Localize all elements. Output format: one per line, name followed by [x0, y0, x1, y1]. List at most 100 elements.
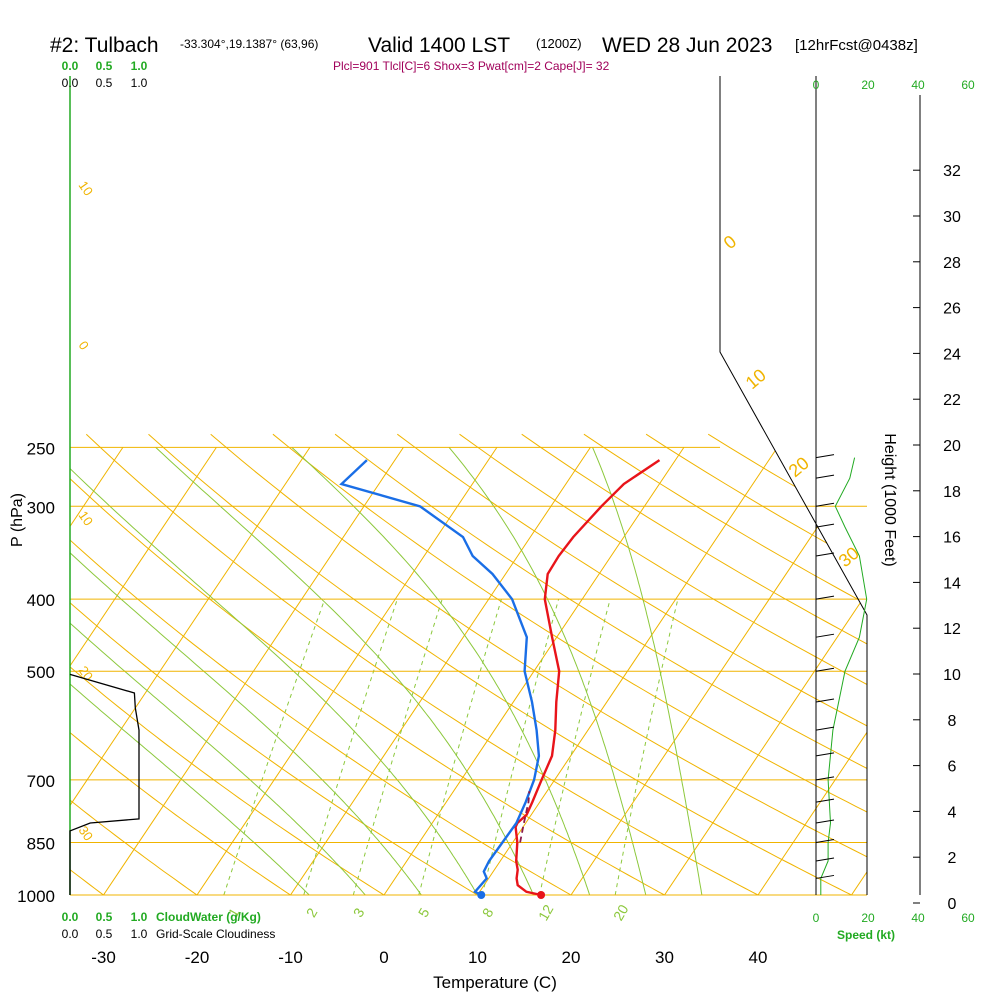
parcel-line	[519, 791, 531, 843]
y-axis-title: P (hPa)	[9, 493, 26, 547]
diagram-boundary	[719, 76, 868, 895]
dry-adiabat-line	[272, 433, 867, 895]
isotherm-label: 30	[76, 823, 97, 843]
dry-adiabat-line	[70, 433, 315, 895]
mixing-ratio-line	[614, 599, 679, 895]
dry-adiabat-line	[832, 433, 867, 895]
height-tick-label: 22	[943, 392, 961, 409]
valid-time: Valid 1400 LST	[368, 34, 510, 57]
mixing-ratio-label: 5	[415, 905, 433, 920]
dry-adiabat-line	[70, 433, 694, 895]
isotherm-label: 20	[76, 663, 97, 683]
temperature-tick-label: 10	[468, 948, 487, 967]
wind-barb	[815, 698, 835, 703]
speed-tick-label: 40	[911, 911, 925, 925]
surface-temperature-point	[537, 891, 546, 899]
dry-adiabat-line	[70, 433, 220, 895]
height-tick-label: 28	[943, 255, 961, 272]
temperature-tick-label: 40	[749, 948, 768, 967]
wind-barb	[815, 502, 835, 507]
pressure-tick-label: 300	[27, 498, 55, 517]
dry-adiabat-line	[148, 433, 867, 895]
dry-adiabat-line	[521, 433, 867, 895]
height-tick-label: 32	[943, 163, 961, 180]
mixing-ratio-line	[481, 599, 560, 895]
dry-adiabat-label: 20	[785, 453, 813, 481]
wind-barb	[815, 726, 835, 731]
forecast-info: [12hrFcst@0438z]	[795, 37, 918, 54]
mixing-ratio-label: 2	[303, 905, 321, 920]
isotherm-label: 0	[76, 338, 92, 353]
cloudiness-tick-label: 1.0	[131, 76, 148, 90]
speed-tick-label: 20	[861, 911, 875, 925]
aux-layer	[69, 76, 868, 895]
cloudiness-tick-label: 0.5	[96, 76, 113, 90]
height-tick-label: 14	[943, 575, 961, 592]
surface-dewpoint-point	[477, 891, 486, 899]
station-title: #2: Tulbach	[50, 34, 159, 57]
wind-barb	[815, 595, 835, 600]
mixing-ratio-line	[303, 599, 398, 895]
height-tick-label: 18	[943, 484, 961, 501]
cloudwater-tick-label: 1.0	[131, 910, 148, 924]
wind-barb	[815, 776, 835, 781]
wind-barb	[815, 798, 835, 803]
dry-adiabat-line	[70, 433, 600, 895]
moist-adiabat-line	[70, 447, 366, 895]
height-tick-label: 0	[948, 896, 957, 913]
cloudiness-tick-label: 0.0	[62, 76, 79, 90]
wind-barb	[815, 819, 835, 824]
dry-adiabat-line	[210, 433, 867, 895]
cloudiness-label: Grid-Scale Cloudiness	[156, 927, 275, 941]
temperature-tick-label: -20	[185, 948, 210, 967]
moist-adiabat-line	[448, 447, 647, 895]
moist-adiabat-line	[291, 447, 591, 895]
height-tick-label: 2	[948, 850, 957, 867]
moist-adiabat-line	[70, 447, 422, 895]
temperature-tick-label: 30	[655, 948, 674, 967]
cloudiness-tick-label: 1.0	[131, 927, 148, 941]
height-tick-label: 16	[943, 530, 961, 547]
temperature-tick-label: 20	[562, 948, 581, 967]
wind-barb	[815, 474, 835, 479]
wind-barb	[815, 667, 835, 672]
mixing-ratio-line	[418, 599, 502, 895]
pressure-tick-label: 1000	[17, 887, 55, 906]
pressure-tick-label: 500	[27, 663, 55, 682]
sounding-params: Plcl=901 Tlcl[C]=6 Shox=3 Pwat[cm]=2 Cap…	[333, 59, 610, 73]
pressure-tick-label: 400	[27, 591, 55, 610]
cloudwater-tick-label: 0.0	[62, 59, 79, 73]
height-tick-label: 24	[943, 346, 961, 363]
pressure-tick-label: 850	[27, 835, 55, 854]
speed-tick-label: 60	[961, 911, 975, 925]
height-tick-label: 4	[948, 804, 957, 821]
diagram-lines	[70, 433, 867, 895]
profiles-layer	[339, 459, 661, 899]
height-tick-label: 8	[948, 713, 957, 730]
moist-adiabat-line	[592, 447, 703, 895]
x-axis-title: Temperature (C)	[433, 973, 557, 992]
isotherm-label: 10	[76, 178, 97, 198]
height-tick-label: 20	[943, 438, 961, 455]
temperature-tick-label: 0	[379, 948, 388, 967]
dry-adiabat-line	[334, 433, 867, 895]
station-coords: -33.304°,19.1387° (63,96)	[180, 37, 318, 51]
height-tick-label: 30	[943, 209, 961, 226]
wind-barb	[815, 552, 835, 557]
temperature-line	[514, 459, 661, 897]
wind-barb	[815, 839, 835, 844]
mixing-ratio-line	[539, 599, 611, 895]
moist-adiabat-line	[155, 447, 535, 895]
isotherm-label: 10	[76, 508, 97, 528]
isotherm-line	[70, 447, 217, 895]
dry-adiabat-line	[583, 433, 867, 895]
wind-barb	[815, 633, 835, 638]
wind-barb	[815, 454, 835, 459]
height-tick-label: 12	[943, 621, 961, 638]
wind-speed-line	[820, 457, 868, 895]
height-tick-label: 26	[943, 301, 961, 318]
mixing-ratio-label: 3	[350, 905, 368, 920]
